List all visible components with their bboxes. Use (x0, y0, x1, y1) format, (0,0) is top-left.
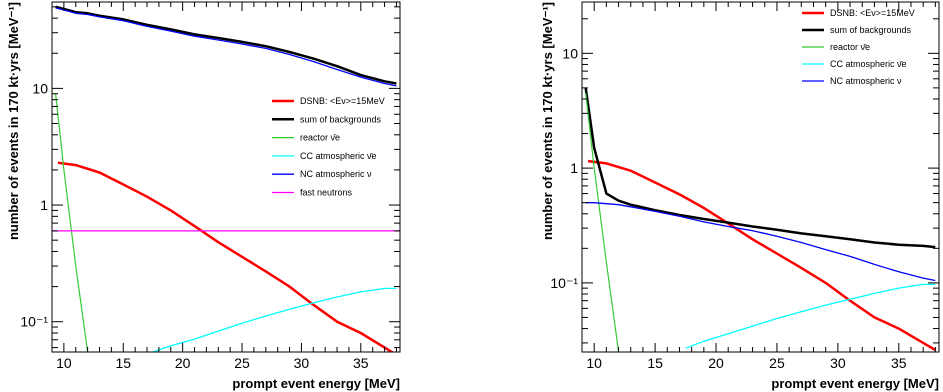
legend-label: reactor ν̄e (830, 42, 870, 52)
x-axis-title: prompt event energy [MeV] (771, 376, 939, 391)
y-axis-title: number of events in 170 kt·yrs [MeV⁻¹] (540, 2, 555, 240)
x-tick-label: 30 (830, 355, 846, 371)
series-line-2 (585, 93, 620, 352)
x-tick-label: 35 (353, 355, 369, 371)
legend-label: fast neutrons (300, 188, 353, 198)
series-group (52, 5, 400, 352)
legend-label: NC atmospheric ν (830, 76, 902, 86)
plot-frame (51, 1, 401, 353)
chart-panel-right: 10 15 20 25 30 35 10⁻¹ 1 10 prompt event energy [… (472, 0, 943, 392)
series-line-4 (55, 7, 397, 87)
series-line-3 (685, 283, 936, 349)
x-tick-label: 15 (647, 355, 663, 371)
x-tick-label: 35 (891, 355, 907, 371)
chart-left-svg: 10 15 20 25 30 35 10⁻¹ 1 10 prompt event energy [… (6, 1, 401, 391)
series-group (584, 87, 936, 352)
legend-label: NC atmospheric ν (300, 169, 372, 179)
x-tick-label: 30 (294, 355, 310, 371)
legend-label: CC atmospheric ν̄e (830, 59, 907, 69)
series-line-0 (57, 161, 395, 352)
series-line-1 (584, 87, 936, 249)
x-tick-label: 15 (115, 355, 131, 371)
y-axis-title: number of events in 170 kt·yrs [MeV⁻¹] (6, 2, 21, 240)
y-tick-label: 10 (562, 45, 578, 61)
x-tick-label: 25 (234, 355, 250, 371)
x-tick-label: 10 (586, 355, 602, 371)
plot-frame (581, 1, 940, 353)
y-tick-label: 10 (32, 80, 48, 96)
legend-label: sum of backgrounds (300, 114, 382, 124)
y-tick-label: 1 (570, 160, 578, 176)
series-line-1 (55, 5, 397, 85)
chart-right-svg: 10 15 20 25 30 35 10⁻¹ 1 10 prompt event energy [… (540, 1, 940, 391)
series-line-0 (587, 159, 936, 352)
legend-label: reactor ν̄e (300, 133, 340, 143)
legend-label: CC atmospheric ν̄e (300, 151, 377, 161)
legend-label: DSNB: <Eν>=15MeV (300, 96, 385, 106)
x-tick-label: 20 (175, 355, 191, 371)
y-tick-label: 1 (40, 197, 48, 213)
series-line-3 (152, 287, 397, 352)
legend-label: DSNB: <Eν>=15MeV (830, 8, 915, 18)
x-tick-label: 25 (769, 355, 785, 371)
chart-panel-left: 10 15 20 25 30 35 10⁻¹ 1 10 prompt event energy [… (0, 0, 471, 392)
y-tick-label: 10⁻¹ (20, 314, 48, 330)
series-line-2 (55, 93, 89, 352)
legend-label: sum of backgrounds (830, 25, 912, 35)
x-tick-label: 20 (708, 355, 724, 371)
y-tick-label: 10⁻¹ (550, 275, 578, 291)
x-tick-label: 10 (56, 355, 72, 371)
x-axis-title: prompt event energy [MeV] (232, 376, 400, 391)
series-line-4 (585, 202, 936, 282)
